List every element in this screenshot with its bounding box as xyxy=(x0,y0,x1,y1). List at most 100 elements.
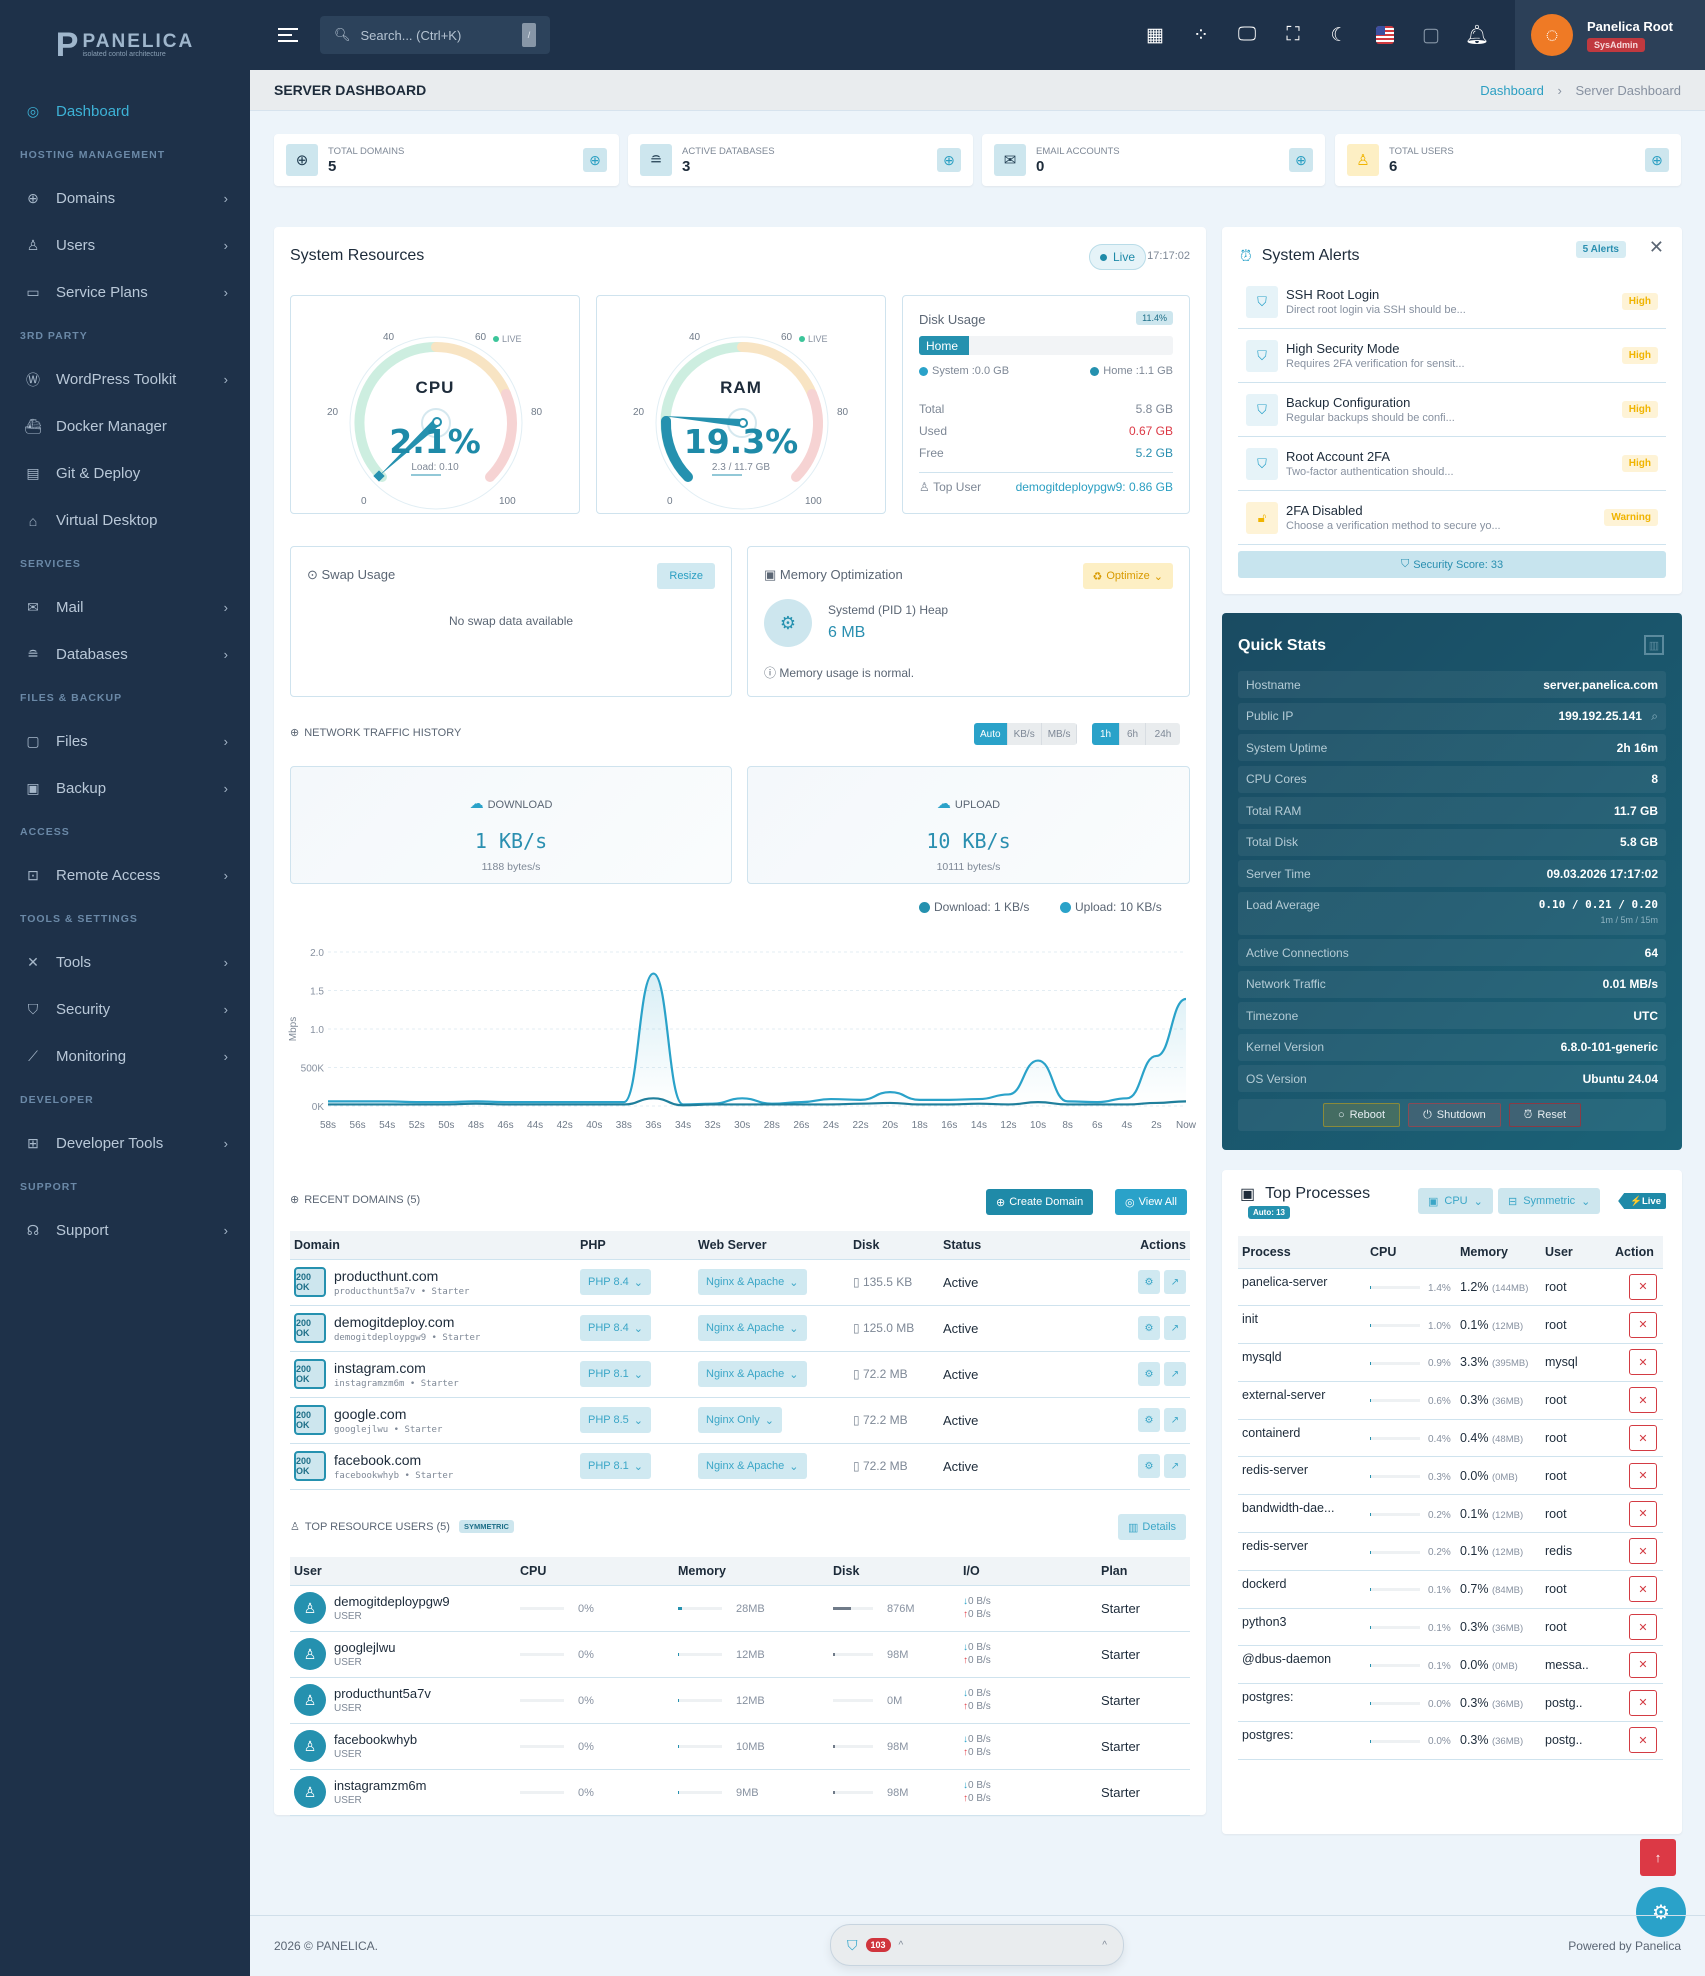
open-external-button[interactable]: ↗ xyxy=(1164,1408,1186,1432)
kill-process-button[interactable]: ✕ xyxy=(1629,1500,1657,1527)
sidebar-item-dashboard[interactable]: ◎ Dashboard xyxy=(0,88,250,135)
user-name[interactable]: googlejlwu xyxy=(334,1640,396,1655)
reboot-button[interactable]: ○ Reboot xyxy=(1322,1103,1401,1127)
open-external-button[interactable]: ↗ xyxy=(1164,1362,1186,1386)
notes-icon[interactable]: ▢ xyxy=(1422,24,1440,46)
alert-item[interactable]: ⛉ Root Account 2FA Two-factor authenticat… xyxy=(1238,437,1666,491)
unit-auto[interactable]: Auto xyxy=(974,723,1008,745)
domain-settings-button[interactable]: ⚙ xyxy=(1138,1362,1160,1386)
user-name[interactable]: demogitdeploypgw9 xyxy=(334,1594,450,1609)
legend-download[interactable]: Download: 1 KB/s xyxy=(919,900,1029,914)
domain-name[interactable]: producthunt.com xyxy=(334,1267,439,1284)
domain-name[interactable]: facebook.com xyxy=(334,1451,422,1468)
details-button[interactable]: ▥ Details xyxy=(1118,1514,1187,1540)
mode-dropdown[interactable]: ⊟ Symmetric ⌄ xyxy=(1498,1188,1601,1214)
domain-settings-button[interactable]: ⚙ xyxy=(1138,1408,1160,1432)
domain-name[interactable]: demogitdeploy.com xyxy=(334,1313,455,1330)
sidebar-item-developer-tools[interactable]: ⊞ Developer Tools › xyxy=(0,1120,250,1167)
expand-dock-icon[interactable]: ^ xyxy=(1102,1939,1107,1951)
domain-settings-button[interactable]: ⚙ xyxy=(1138,1316,1160,1340)
monitor-icon[interactable]: 🖵 xyxy=(1237,24,1257,45)
web-server-dropdown[interactable]: Nginx & Apache ⌄ xyxy=(698,1453,807,1479)
range-1h[interactable]: 1h xyxy=(1092,723,1120,745)
close-icon[interactable]: ✕ xyxy=(1648,237,1664,257)
open-external-button[interactable]: ↗ xyxy=(1164,1316,1186,1340)
kill-process-button[interactable]: ✕ xyxy=(1629,1387,1657,1414)
optimize-button[interactable]: ♻ Optimize ⌄ xyxy=(1082,563,1173,589)
fullscreen-icon[interactable]: ⛶ xyxy=(1286,24,1300,45)
notification-bell-icon[interactable]: 🔔︎ xyxy=(1464,25,1490,46)
unit-selector[interactable]: Auto KB/s MB/s xyxy=(974,723,1078,745)
sidebar-item-tools[interactable]: ✕ Tools › xyxy=(0,939,250,986)
range-6h[interactable]: 6h xyxy=(1120,723,1146,745)
kill-process-button[interactable]: ✕ xyxy=(1629,1273,1657,1300)
web-server-dropdown[interactable]: Nginx & Apache ⌄ xyxy=(698,1361,807,1387)
sidebar-item-wordpress-toolkit[interactable]: Ⓦ WordPress Toolkit › xyxy=(0,356,250,403)
create-domain-button[interactable]: ⊕ Create Domain xyxy=(986,1189,1094,1215)
menu-toggle-icon[interactable] xyxy=(278,28,298,42)
domain-name[interactable]: instagram.com xyxy=(334,1359,426,1376)
web-server-dropdown[interactable]: Nginx & Apache ⌄ xyxy=(698,1269,807,1295)
php-version-dropdown[interactable]: PHP 8.1 ⌄ xyxy=(580,1453,651,1479)
search-input[interactable]: 🔍︎ Search... (Ctrl+K) / xyxy=(320,16,550,54)
alert-item[interactable]: ⛉ High Security Mode Requires 2FA verific… xyxy=(1238,329,1666,383)
sort-dropdown[interactable]: ▣ CPU ⌄ xyxy=(1418,1188,1493,1214)
sidebar-item-docker-manager[interactable]: ⛴ Docker Manager xyxy=(0,403,250,450)
open-external-button[interactable]: ↗ xyxy=(1164,1454,1186,1478)
kill-process-button[interactable]: ✕ xyxy=(1629,1538,1657,1565)
domain-settings-button[interactable]: ⚙ xyxy=(1138,1270,1160,1294)
view-all-domains-button[interactable]: ◎ View All xyxy=(1115,1189,1187,1215)
kill-process-button[interactable]: ✕ xyxy=(1629,1614,1657,1641)
kill-process-button[interactable]: ✕ xyxy=(1629,1425,1657,1452)
settings-gear-button[interactable]: ⚙ xyxy=(1636,1887,1686,1937)
kill-process-button[interactable]: ✕ xyxy=(1629,1689,1657,1716)
kill-process-button[interactable]: ✕ xyxy=(1629,1311,1657,1338)
domain-name[interactable]: google.com xyxy=(334,1405,407,1422)
range-24h[interactable]: 24h xyxy=(1146,723,1180,745)
qr-code-icon[interactable]: ▦ xyxy=(1146,24,1164,46)
scroll-top-button[interactable]: ↑ xyxy=(1640,1839,1676,1876)
resize-swap-button[interactable]: Resize xyxy=(657,563,715,589)
sidebar-item-security[interactable]: ⛉ Security › xyxy=(0,986,250,1033)
kill-process-button[interactable]: ✕ xyxy=(1629,1576,1657,1603)
apps-icon[interactable]: ⁘ xyxy=(1193,24,1209,46)
web-server-dropdown[interactable]: Nginx Only ⌄ xyxy=(698,1407,783,1433)
php-version-dropdown[interactable]: PHP 8.5 ⌄ xyxy=(580,1407,651,1433)
user-name[interactable]: facebookwhyb xyxy=(334,1732,418,1747)
add-user-button[interactable]: ⊕ xyxy=(1645,148,1669,172)
live-toggle[interactable]: Live xyxy=(1088,244,1146,270)
breadcrumb-dashboard[interactable]: Dashboard xyxy=(1480,82,1544,98)
kill-process-button[interactable]: ✕ xyxy=(1629,1349,1657,1376)
sidebar-item-domains[interactable]: ⊕ Domains › xyxy=(0,175,250,222)
sidebar-item-service-plans[interactable]: ▭ Service Plans › xyxy=(0,269,250,316)
sidebar-item-git-deploy[interactable]: ▤ Git & Deploy xyxy=(0,450,250,497)
reset-button[interactable]: ⏰︎ Reset xyxy=(1508,1103,1582,1127)
logo[interactable]: P PANELICA isolated contol architecture xyxy=(0,0,250,90)
sidebar-item-remote-access[interactable]: ⊡ Remote Access › xyxy=(0,852,250,899)
security-dock[interactable]: ⛉ 103 ^ ^ xyxy=(830,1924,1124,1966)
sidebar-item-files[interactable]: ▢ Files › xyxy=(0,718,250,765)
domain-settings-button[interactable]: ⚙ xyxy=(1138,1454,1160,1478)
php-version-dropdown[interactable]: PHP 8.4 ⌄ xyxy=(580,1315,651,1341)
sidebar-item-backup[interactable]: ▣ Backup › xyxy=(0,765,250,812)
add-domain-button[interactable]: ⊕ xyxy=(583,148,607,172)
alert-item[interactable]: 🔓︎ 2FA Disabled Choose a verification met… xyxy=(1238,491,1666,545)
alert-item[interactable]: ⛉ Backup Configuration Regular backups sh… xyxy=(1238,383,1666,437)
top-user-link[interactable]: demogitdeploypgw9: 0.86 GB xyxy=(1015,480,1173,494)
add-email-button[interactable]: ⊕ xyxy=(1289,148,1313,172)
user-name[interactable]: instagramzm6m xyxy=(334,1778,427,1793)
kill-process-button[interactable]: ✕ xyxy=(1629,1462,1657,1489)
sidebar-item-users[interactable]: ♙ Users › xyxy=(0,222,250,269)
bar-chart-icon[interactable]: ▥ xyxy=(1644,635,1664,655)
language-flag-icon[interactable] xyxy=(1373,23,1397,47)
php-version-dropdown[interactable]: PHP 8.4 ⌄ xyxy=(580,1269,651,1295)
sidebar-item-mail[interactable]: ✉ Mail › xyxy=(0,584,250,631)
user-profile[interactable]: ◌ Panelica Root SysAdmin xyxy=(1515,0,1705,70)
search-icon[interactable]: ⌕ xyxy=(1651,708,1658,723)
security-score-button[interactable]: ⛉ Security Score: 33 xyxy=(1238,551,1666,578)
chevron-up-icon[interactable]: ^ xyxy=(898,1939,904,1951)
legend-upload[interactable]: Upload: 10 KB/s xyxy=(1060,900,1162,914)
shutdown-button[interactable]: ⏻ Shutdown xyxy=(1408,1103,1501,1127)
open-external-button[interactable]: ↗ xyxy=(1164,1270,1186,1294)
alert-item[interactable]: ⛉ SSH Root Login Direct root login via SS… xyxy=(1238,275,1666,329)
